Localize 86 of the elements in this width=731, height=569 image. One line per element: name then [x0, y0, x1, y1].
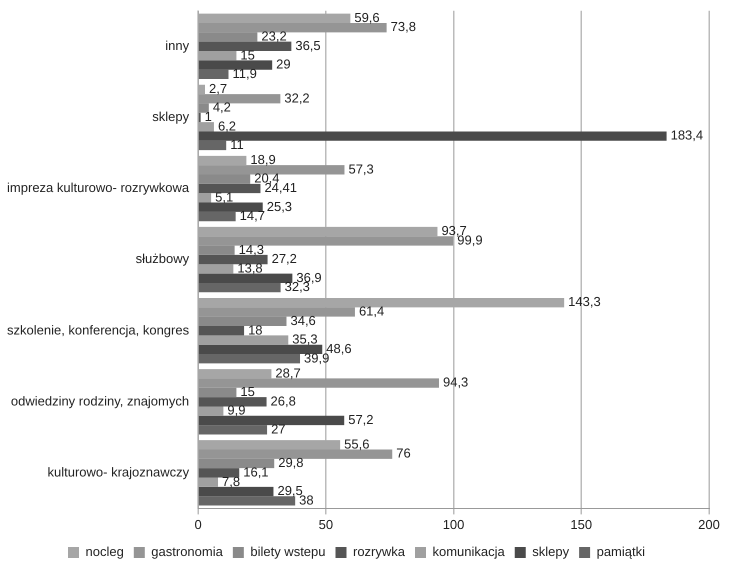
- bar: [198, 397, 267, 406]
- x-tick-label: 200: [698, 516, 720, 532]
- y-tick-label: kulturowo- krajoznawczy: [47, 464, 190, 480]
- data-label: 57,3: [348, 161, 374, 176]
- bar: [198, 156, 246, 166]
- bar: [198, 496, 296, 506]
- data-label: 9,9: [227, 402, 246, 418]
- data-label: 7,8: [222, 474, 240, 489]
- data-label: 16,1: [243, 464, 269, 480]
- data-label: 35,3: [292, 332, 318, 347]
- bar: [198, 254, 268, 264]
- y-tick-label: odwiedziny rodziny, znajomych: [10, 393, 190, 408]
- data-label: 14,7: [240, 208, 265, 224]
- data-label: 15: [240, 47, 255, 62]
- data-label: 1: [204, 109, 212, 124]
- data-label: 15: [240, 384, 255, 400]
- data-label: 61,4: [358, 304, 384, 319]
- legend-label: nocleg: [85, 544, 124, 560]
- y-tick-label: szkolenie, konferencja, kongres: [6, 322, 190, 338]
- data-label: 13,8: [237, 260, 263, 276]
- data-label: 14,3: [238, 242, 264, 257]
- bar: [198, 70, 228, 80]
- legend-label: sklepy: [532, 544, 570, 560]
- bar: [198, 14, 350, 23]
- data-label: 143,3: [568, 294, 601, 310]
- data-label: 18: [248, 322, 263, 338]
- legend-label: bilety wstepu: [250, 544, 326, 560]
- bar: [198, 131, 667, 141]
- data-label: 32,2: [284, 90, 310, 106]
- bar: [198, 226, 438, 236]
- data-label: 28,7: [275, 365, 301, 380]
- bar: [198, 140, 226, 150]
- data-label: 76: [396, 446, 411, 461]
- data-label: 29,5: [277, 483, 303, 498]
- bar: [198, 298, 564, 308]
- x-tick-label: 0: [194, 516, 202, 532]
- data-label: 59,6: [354, 10, 380, 25]
- y-tick-label: inny: [165, 38, 190, 53]
- data-label: 29,8: [278, 455, 304, 470]
- y-tick-label: służbowy: [136, 251, 190, 266]
- data-label: 73,8: [390, 19, 416, 34]
- data-label: 25,3: [266, 198, 292, 214]
- data-label: 11: [230, 137, 244, 152]
- data-label: 11,9: [232, 66, 257, 81]
- bar: [198, 369, 272, 378]
- data-label: 4,2: [212, 100, 231, 115]
- data-label: 27: [271, 421, 286, 436]
- legend-label: gastronomia: [151, 544, 224, 560]
- bar: [198, 84, 205, 94]
- data-label: 34,6: [290, 312, 316, 328]
- data-label: 23,2: [261, 28, 287, 44]
- data-label: 26,8: [270, 393, 296, 408]
- data-label: 2,7: [209, 80, 228, 96]
- data-label: 18,9: [250, 152, 276, 168]
- bar: [198, 416, 344, 426]
- legend-label: komunikacja: [432, 544, 506, 560]
- legend-label: rozrywka: [352, 544, 406, 560]
- y-tick-label: impreza kulturowo- rozrywkowa: [7, 180, 190, 196]
- bar: [198, 425, 268, 434]
- data-label: 27,2: [272, 251, 297, 266]
- bar: [198, 274, 292, 283]
- bar: [198, 212, 236, 222]
- bar: [198, 202, 263, 212]
- data-label: 183,4: [670, 128, 704, 143]
- legend-label: pamiątki: [596, 544, 646, 560]
- bar: [198, 440, 340, 450]
- bar: [198, 344, 322, 354]
- bar: [198, 326, 244, 336]
- data-label: 29: [276, 56, 291, 72]
- bar: [198, 42, 292, 52]
- data-label: 6,2: [218, 118, 236, 134]
- x-tick-label: 100: [442, 516, 464, 532]
- y-tick-label: sklepy: [152, 109, 190, 124]
- x-tick-label: 50: [318, 516, 334, 532]
- bar: [198, 184, 260, 194]
- bar: [198, 354, 300, 364]
- x-tick-label: 150: [570, 516, 592, 532]
- data-label: 5,1: [215, 189, 234, 204]
- data-label: 94,3: [442, 374, 468, 390]
- data-label: 57,2: [348, 412, 374, 428]
- bar: [198, 468, 240, 478]
- bar: [198, 60, 272, 70]
- data-label: 36,5: [295, 38, 321, 53]
- data-label: 55,6: [344, 436, 370, 452]
- bar: [198, 282, 281, 292]
- bar: [198, 486, 274, 496]
